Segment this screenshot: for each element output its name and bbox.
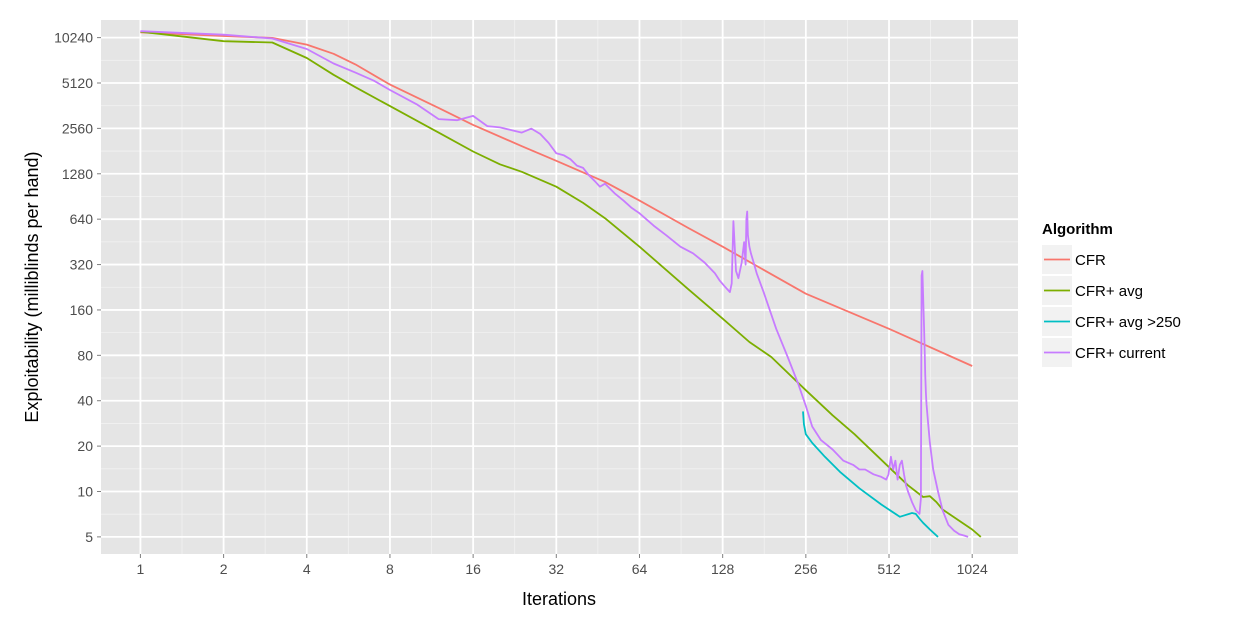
y-tick-label: 40 <box>77 393 93 409</box>
legend-label: CFR+ avg <box>1075 283 1143 300</box>
y-tick-label: 80 <box>77 347 93 363</box>
y-tick-label: 10240 <box>54 30 93 46</box>
y-tick-label: 20 <box>77 438 93 454</box>
series-lines <box>140 30 982 538</box>
y-tick-label: 5120 <box>62 75 93 91</box>
legend-label: CFR+ avg >250 <box>1075 314 1181 331</box>
y-axis-title: Exploitability (milliblinds per hand) <box>22 151 42 422</box>
y-tick-label: 640 <box>70 211 94 227</box>
legend-label: CFR <box>1075 252 1106 269</box>
series-line-cfr-avg <box>140 30 982 538</box>
y-axis-ticks: 5 10 20 40 80 160 320 640 1280 2560 5120 10240 <box>54 30 101 545</box>
legend-item-cfr-current: CFR+ current <box>1042 338 1166 367</box>
x-tick-label: 1024 <box>957 561 988 577</box>
legend-item-cfr-avg: CFR+ avg <box>1042 276 1143 305</box>
x-tick-label: 2 <box>220 561 228 577</box>
legend-title: Algorithm <box>1042 221 1113 238</box>
major-gridlines <box>101 20 1018 554</box>
x-tick-label: 256 <box>794 561 818 577</box>
legend-item-cfr: CFR <box>1042 245 1106 274</box>
legend-item-cfr-avg-250: CFR+ avg >250 <box>1042 307 1181 336</box>
x-tick-label: 32 <box>549 561 565 577</box>
x-tick-label: 16 <box>465 561 481 577</box>
legend: Algorithm CFR CFR+ avg CFR+ avg >250 CFR+ c… <box>1042 221 1181 367</box>
minor-gridlines <box>101 20 1018 554</box>
x-axis-title: Iterations <box>522 589 596 609</box>
series-line-cfr-avg-250 <box>802 411 939 538</box>
x-tick-label: 4 <box>303 561 311 577</box>
y-tick-label: 320 <box>70 257 94 273</box>
x-tick-label: 1 <box>137 561 145 577</box>
legend-label: CFR+ current <box>1075 345 1166 362</box>
x-tick-label: 8 <box>386 561 394 577</box>
x-tick-label: 64 <box>632 561 648 577</box>
series-line-cfr <box>140 31 973 367</box>
y-tick-label: 5 <box>85 529 93 545</box>
y-tick-label: 2560 <box>62 120 93 136</box>
x-tick-label: 512 <box>877 561 901 577</box>
y-tick-label: 160 <box>70 302 94 318</box>
y-tick-label: 10 <box>77 483 93 499</box>
x-tick-label: 128 <box>711 561 735 577</box>
series-line-cfr-current <box>140 30 969 538</box>
x-axis-ticks: 1 2 4 8 16 32 64 128 256 512 1024 <box>137 554 988 577</box>
y-tick-label: 1280 <box>62 166 93 182</box>
